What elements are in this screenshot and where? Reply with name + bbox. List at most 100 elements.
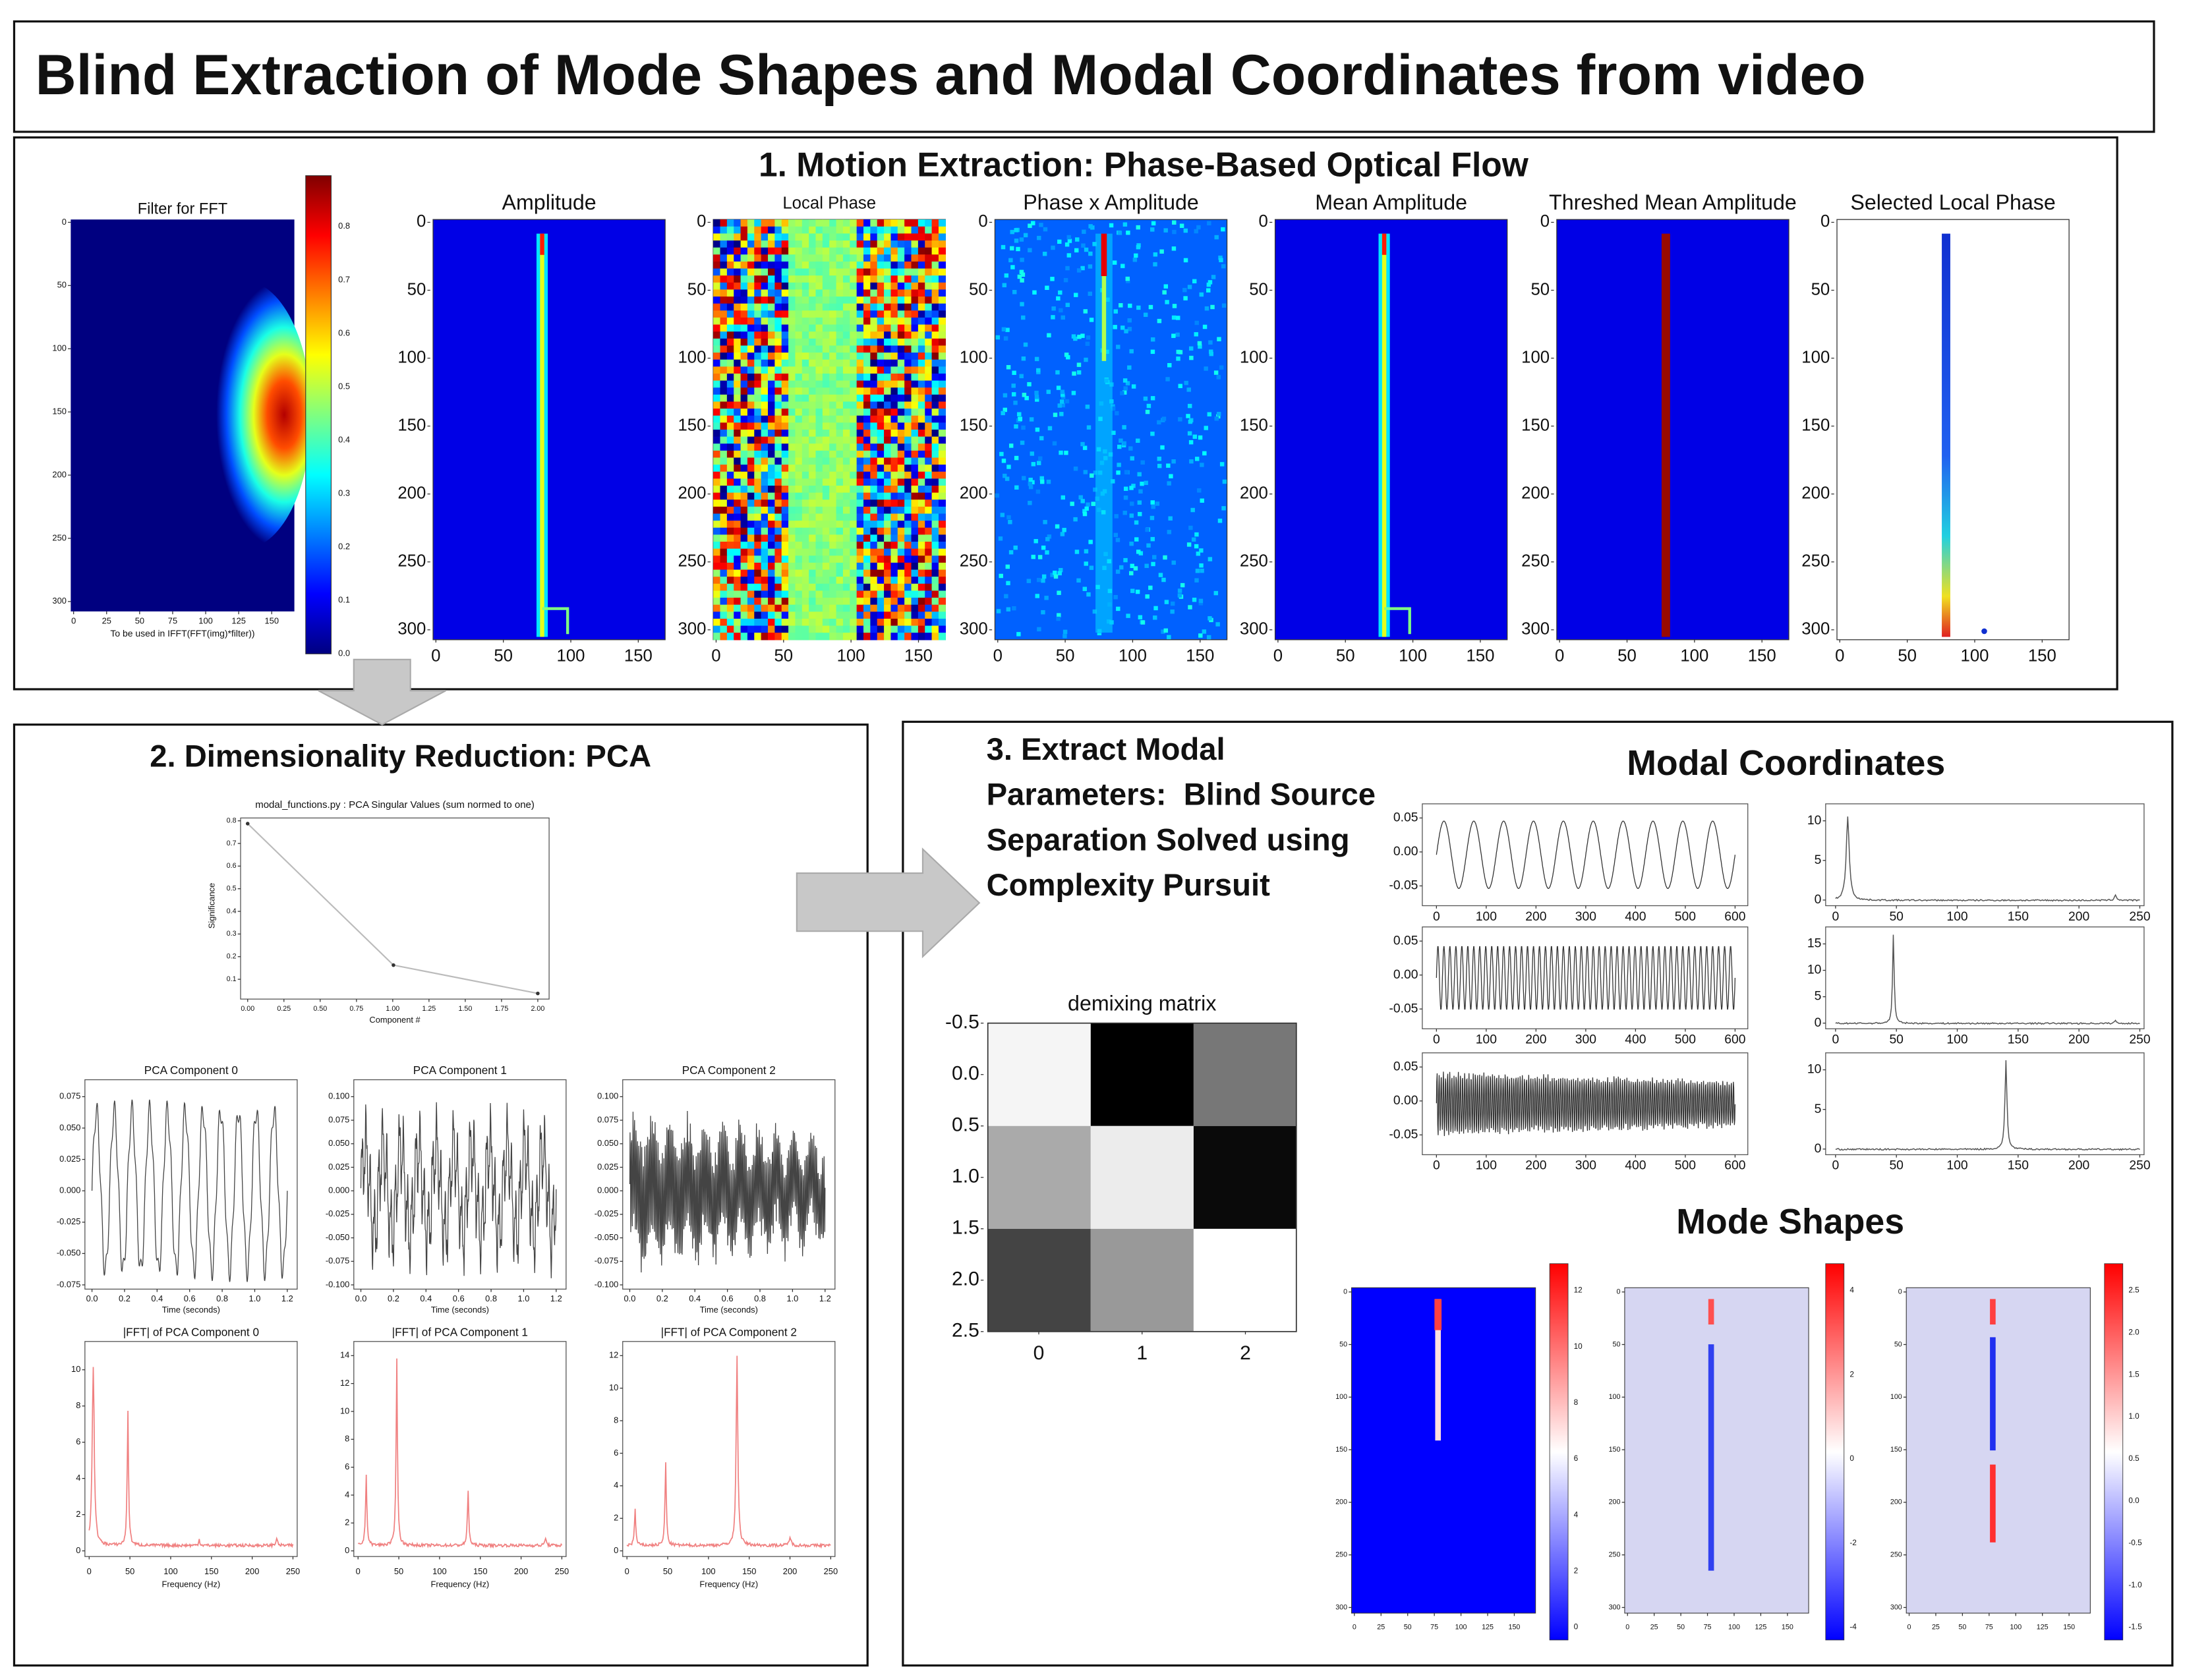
phase-cell <box>815 604 823 612</box>
x-tick-label: 0 <box>1033 1342 1045 1364</box>
phase-cell <box>726 598 734 606</box>
phase-cell <box>795 521 803 528</box>
phase-cell <box>747 310 755 318</box>
noise-cell <box>1056 296 1061 301</box>
phase-cell <box>836 380 844 388</box>
noise-cell <box>1003 473 1007 478</box>
phase-cell <box>890 465 898 472</box>
phase-cell <box>754 625 762 633</box>
noise-cell <box>1086 335 1091 340</box>
phase-cell <box>925 577 933 584</box>
phase-cell <box>713 345 721 353</box>
phase-cell <box>890 422 898 430</box>
plot-title: |FFT| of PCA Component 0 <box>123 1325 259 1338</box>
phase-cell <box>768 345 776 353</box>
phase-cell <box>884 275 892 283</box>
phase-cell <box>768 471 776 480</box>
phase-cell <box>917 471 925 480</box>
phase-cell <box>809 275 817 283</box>
y-tick-label: 200 <box>397 484 426 502</box>
noise-cell <box>1216 414 1221 419</box>
phase-cell <box>842 478 850 486</box>
x-tick-label: 50 <box>494 646 513 665</box>
phase-cell <box>761 275 769 283</box>
phase-cell <box>754 478 762 486</box>
matrix-cell <box>1193 1228 1297 1332</box>
phase-cell <box>870 241 878 248</box>
phase-cell <box>890 583 898 592</box>
phase-cell <box>774 583 782 592</box>
phase-cell <box>856 268 864 276</box>
noise-cell <box>1014 239 1019 243</box>
noise-cell <box>1005 564 1010 569</box>
phase-cell <box>795 443 803 451</box>
phase-cell <box>870 555 878 563</box>
phase-cell <box>842 219 850 227</box>
noise-cell <box>1016 632 1021 637</box>
phase-cell <box>713 527 721 536</box>
phase-cell <box>842 317 850 326</box>
phase-cell <box>815 289 823 297</box>
phase-cell <box>720 436 728 444</box>
phase-cell <box>925 555 933 563</box>
phase-cell <box>911 598 919 606</box>
phase-cell <box>822 219 830 227</box>
y-tick-label: 200 <box>1609 1498 1621 1506</box>
phase-cell <box>747 583 755 592</box>
x-tick-label: 150 <box>1186 646 1214 665</box>
phase-cell <box>822 373 830 382</box>
phase-cell <box>801 457 809 465</box>
phase-cell <box>747 534 755 542</box>
phase-cell <box>754 345 762 353</box>
phase-cell <box>897 548 905 556</box>
y-tick-label: 300 <box>1240 620 1268 639</box>
noise-cell <box>1172 304 1177 308</box>
noise-cell <box>1194 332 1198 337</box>
phase-cell <box>870 324 878 332</box>
phase-cell <box>795 422 803 430</box>
phase-cell <box>890 401 898 409</box>
phase-cell <box>795 569 803 577</box>
phase-cell <box>768 555 776 563</box>
phase-cell <box>850 625 858 633</box>
noise-cell <box>1188 419 1193 424</box>
phase-cell <box>829 359 837 367</box>
phase-cell <box>870 492 878 500</box>
phase-cell <box>740 562 748 571</box>
phase-cell <box>815 486 823 494</box>
phase-cell <box>754 219 762 227</box>
phase-cell <box>761 542 769 550</box>
x-tick-label: 0.2 <box>119 1293 131 1303</box>
matrix-cell <box>1090 1125 1194 1229</box>
noise-cell <box>1050 573 1055 577</box>
phase-cell <box>734 233 742 241</box>
phase-cell <box>877 443 885 451</box>
phase-cell <box>911 219 919 227</box>
noise-cell <box>1004 273 1009 278</box>
phase-cell <box>815 380 823 388</box>
phase-cell <box>781 422 789 430</box>
phase-cell <box>726 254 734 262</box>
phase-cell <box>815 450 823 459</box>
phase-cell <box>904 527 912 536</box>
phase-cell <box>863 359 871 367</box>
phase-cell <box>801 324 809 332</box>
noise-cell <box>1056 616 1061 621</box>
noise-cell <box>1083 470 1088 474</box>
phase-cell <box>726 366 734 374</box>
noise-cell <box>1129 486 1134 490</box>
phase-cell <box>931 471 939 480</box>
phase-cell <box>931 478 939 486</box>
y-tick-label: 200 <box>1890 1498 1902 1506</box>
phase-cell <box>842 387 850 395</box>
phase-cell <box>836 499 844 507</box>
phase-cell <box>713 380 721 388</box>
y-tick-label: 250 <box>960 552 988 571</box>
phase-cell <box>842 618 850 627</box>
noise-cell <box>1150 396 1155 401</box>
phase-cell <box>768 303 776 311</box>
phase-cell <box>911 590 919 598</box>
phase-cell <box>740 465 748 472</box>
phase-cell <box>734 289 742 297</box>
phase-cell <box>781 590 789 598</box>
